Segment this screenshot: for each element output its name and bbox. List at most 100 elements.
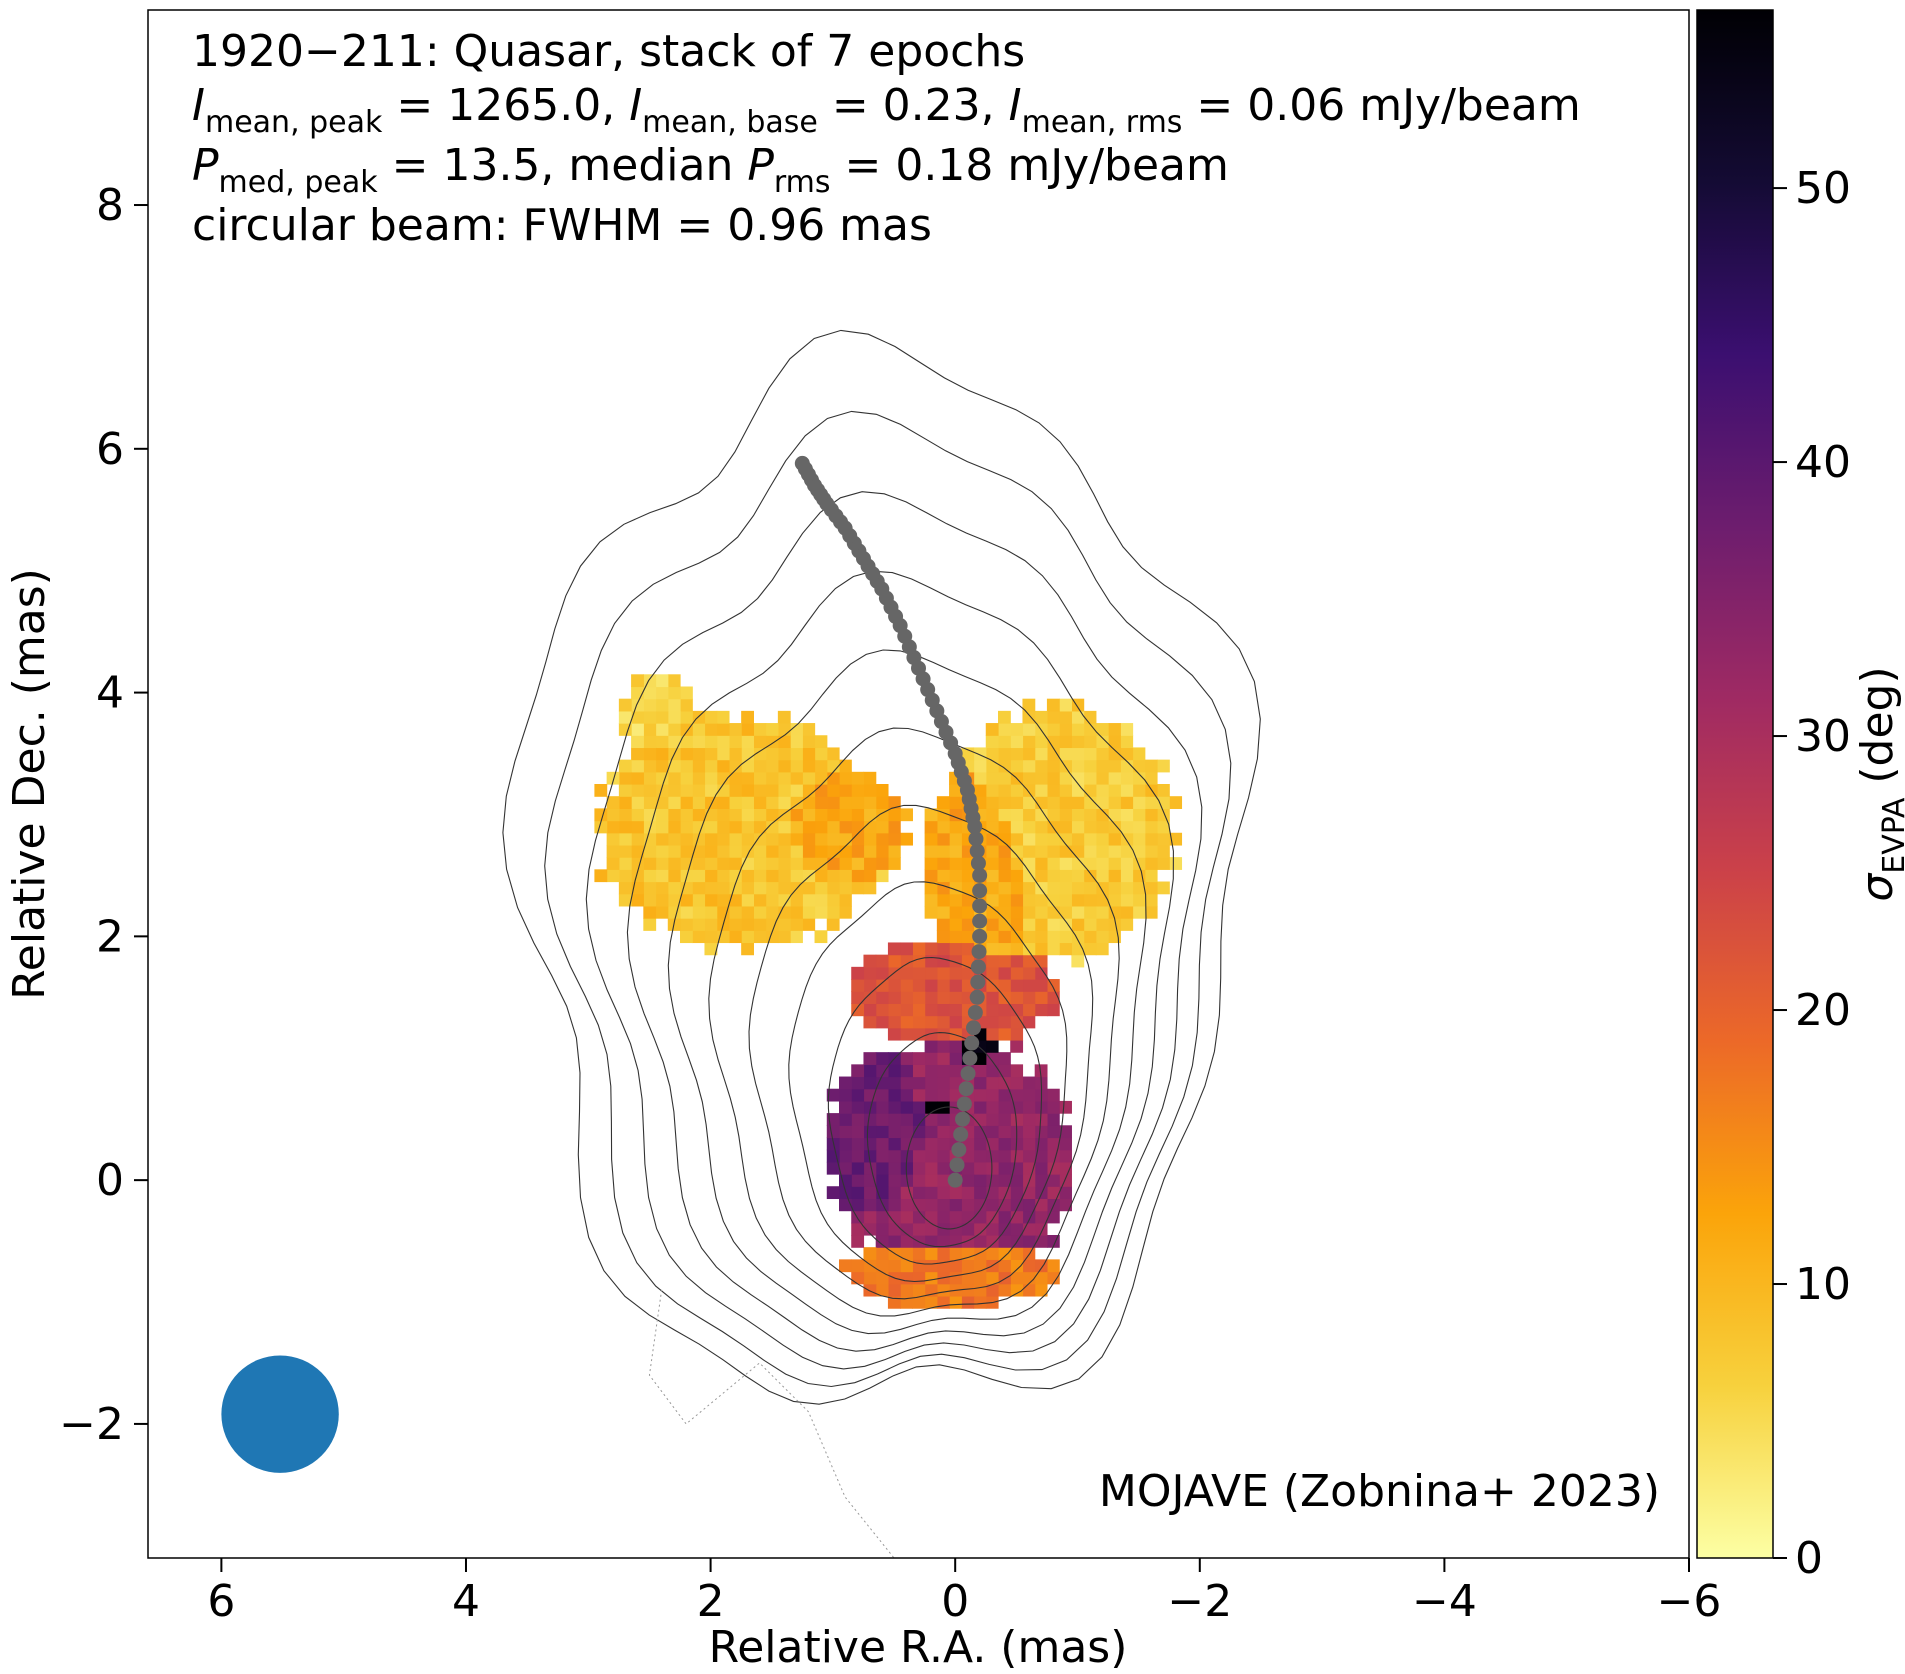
ridgeline-point <box>953 1126 969 1142</box>
evpa-pixel <box>728 771 742 785</box>
evpa-pixel <box>704 930 718 944</box>
evpa-pixel <box>1108 723 1121 736</box>
evpa-pixel <box>1034 1174 1048 1187</box>
evpa-pixel <box>765 832 779 846</box>
evpa-pixel <box>900 1174 913 1187</box>
evpa-pixel <box>863 808 877 822</box>
evpa-pixel <box>802 881 816 895</box>
evpa-pixel <box>949 1247 962 1260</box>
evpa-pixel <box>1022 1259 1036 1273</box>
evpa-pixel <box>753 918 767 931</box>
evpa-pixel <box>949 1076 962 1090</box>
evpa-pixel <box>900 1259 913 1273</box>
evpa-pixel <box>631 869 644 883</box>
evpa-pixel <box>1010 844 1024 858</box>
evpa-pixel <box>875 1003 889 1017</box>
evpa-pixel <box>985 930 999 944</box>
evpa-pixel <box>997 918 1011 931</box>
evpa-pixel <box>777 759 791 773</box>
evpa-pixel <box>1120 820 1134 834</box>
evpa-pixel <box>826 844 840 858</box>
evpa-pixel <box>692 893 706 907</box>
evpa-pixel <box>802 918 816 931</box>
evpa-pixel <box>692 918 706 931</box>
evpa-pixel <box>863 1161 877 1175</box>
evpa-pixel <box>887 1015 901 1029</box>
evpa-pixel <box>985 1125 999 1139</box>
evpa-pixel <box>1022 1174 1036 1187</box>
evpa-pixel <box>924 1052 938 1065</box>
x-tick-label: −4 <box>1412 1576 1477 1627</box>
evpa-pixel <box>1120 918 1134 931</box>
evpa-pixel <box>973 784 987 797</box>
evpa-pixel <box>949 1234 962 1248</box>
evpa-pixel <box>655 759 669 773</box>
evpa-pixel <box>997 1271 1011 1285</box>
plot-area <box>502 329 1261 1558</box>
ridgeline-point <box>969 989 985 1005</box>
evpa-pixel <box>680 723 693 736</box>
evpa-pixel <box>1144 808 1158 822</box>
evpa-pixel <box>985 1174 999 1187</box>
evpa-pixel <box>961 1283 975 1297</box>
evpa-pixel <box>900 1137 913 1151</box>
evpa-pixel <box>936 1161 950 1175</box>
evpa-pixel <box>1059 784 1072 797</box>
evpa-pixel <box>1108 808 1121 822</box>
colorbar-tick-label: 40 <box>1795 437 1851 488</box>
evpa-pixel <box>839 759 852 773</box>
evpa-pixel <box>753 771 767 785</box>
colorbar <box>1696 9 1774 1559</box>
evpa-pixel <box>1083 930 1097 944</box>
evpa-pixel <box>961 930 975 944</box>
evpa-pixel <box>680 771 693 785</box>
evpa-pixel <box>1010 1222 1024 1236</box>
evpa-pixel <box>777 735 791 749</box>
evpa-pixel <box>839 1100 852 1114</box>
evpa-pixel <box>863 1186 877 1200</box>
evpa-pixel <box>1120 869 1134 883</box>
evpa-pixel <box>1022 1271 1036 1285</box>
evpa-pixel <box>985 1076 999 1090</box>
evpa-pixel <box>680 881 693 895</box>
evpa-pixel <box>655 905 669 919</box>
evpa-pixel <box>936 857 950 870</box>
evpa-pixel <box>997 942 1011 956</box>
evpa-pixel <box>1034 966 1048 980</box>
evpa-pixel <box>790 771 803 785</box>
evpa-pixel <box>1108 759 1121 773</box>
evpa-pixel <box>618 784 632 797</box>
evpa-pixel <box>1022 771 1036 785</box>
evpa-pixel <box>1034 1186 1048 1200</box>
evpa-pixel <box>704 918 718 931</box>
evpa-pixel <box>924 1088 938 1102</box>
evpa-pixel <box>765 784 779 797</box>
evpa-pixel <box>814 808 828 822</box>
evpa-pixel <box>1120 771 1134 785</box>
evpa-pixel <box>643 857 657 870</box>
evpa-pixel <box>1156 784 1170 797</box>
evpa-pixel <box>1144 820 1158 834</box>
evpa-pixel <box>961 918 975 931</box>
evpa-pixel <box>753 905 767 919</box>
evpa-pixel <box>716 881 730 895</box>
colorbar-tick-label: 50 <box>1795 163 1851 214</box>
evpa-pixel <box>643 869 657 883</box>
evpa-pixel <box>1071 918 1085 931</box>
evpa-pixel <box>606 820 620 834</box>
evpa-pixel <box>924 1015 938 1029</box>
evpa-pixel <box>728 893 742 907</box>
evpa-pixel <box>1083 893 1097 907</box>
evpa-pixel <box>900 1222 913 1236</box>
evpa-pixel <box>814 820 828 834</box>
evpa-pixel <box>997 771 1011 785</box>
evpa-pixel <box>1144 796 1158 809</box>
evpa-pixel <box>936 1137 950 1151</box>
evpa-pixel <box>839 1088 852 1102</box>
evpa-pixel <box>997 1113 1011 1126</box>
evpa-pixel <box>875 991 889 1005</box>
evpa-pixel <box>839 905 852 919</box>
evpa-pixel <box>875 796 889 809</box>
evpa-pixel <box>643 820 657 834</box>
evpa-pixel <box>839 869 852 883</box>
